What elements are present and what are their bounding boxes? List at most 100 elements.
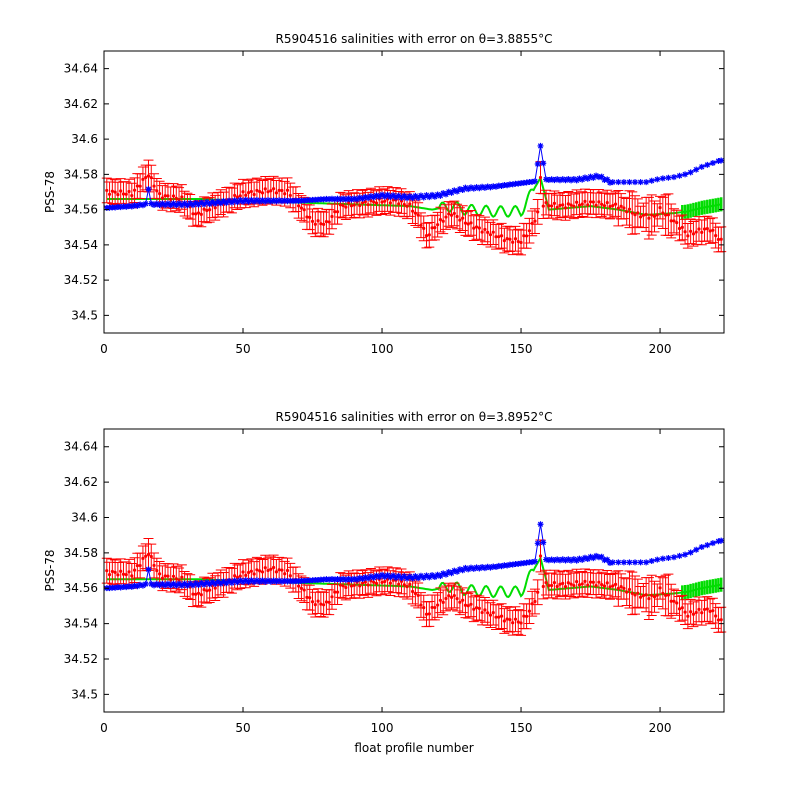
data-point-red xyxy=(586,583,590,587)
data-point-red xyxy=(347,201,351,205)
data-point-red xyxy=(424,612,429,616)
data-point-red xyxy=(158,192,162,196)
data-point-red xyxy=(283,192,287,196)
data-point-red xyxy=(566,202,570,206)
data-point-red xyxy=(689,610,693,614)
data-point-red xyxy=(616,586,620,591)
data-point-red xyxy=(113,570,117,574)
data-point-red xyxy=(558,203,562,208)
data-point-red xyxy=(124,192,128,196)
data-point-red xyxy=(447,212,451,216)
data-point-red xyxy=(360,201,365,205)
data-point-red xyxy=(422,226,426,230)
data-point-red xyxy=(244,573,248,577)
data-point-red xyxy=(380,580,384,585)
x-tick-label: 150 xyxy=(510,342,533,356)
ticks: 0 50 100 150 200 34.5 34.52 34.54 34.56 34.58 34.6… xyxy=(64,429,724,735)
data-point-red xyxy=(552,201,557,205)
data-point-red xyxy=(600,583,604,587)
data-point-red xyxy=(388,201,392,205)
data-point-red xyxy=(647,596,651,601)
data-point-red xyxy=(458,600,462,604)
data-point-red xyxy=(488,613,493,617)
series-stars-blue xyxy=(103,142,725,211)
data-point-red xyxy=(483,608,487,612)
data-point-red xyxy=(174,196,178,201)
data-point-red xyxy=(499,234,504,238)
y-tick-label: 34.5 xyxy=(71,308,98,322)
data-point-red xyxy=(402,583,406,587)
data-point-red xyxy=(505,236,509,241)
data-point-red xyxy=(580,202,584,206)
data-point-red xyxy=(616,206,620,210)
data-point-red xyxy=(497,615,501,619)
y-tick-label: 34.6 xyxy=(71,510,98,524)
data-point-red xyxy=(305,215,309,219)
data-point-red xyxy=(105,569,109,573)
data-point-red xyxy=(597,200,601,204)
data-point-red xyxy=(494,235,498,239)
data-point-red xyxy=(691,232,696,236)
data-point-red xyxy=(258,190,262,194)
data-point-red xyxy=(611,584,615,588)
data-point-red xyxy=(444,215,448,219)
data-point-red xyxy=(452,593,456,598)
data-point-red xyxy=(555,205,559,210)
data-point-red xyxy=(586,203,590,207)
data-point-red xyxy=(119,569,123,573)
data-point-red xyxy=(411,209,415,213)
data-point-red xyxy=(310,600,315,604)
data-point-red xyxy=(661,591,665,595)
data-point-red xyxy=(591,200,595,204)
data-point-red xyxy=(497,235,501,239)
data-point-red xyxy=(335,590,340,594)
data-point-red xyxy=(491,230,495,234)
data-point-red xyxy=(516,620,520,624)
data-point-red xyxy=(333,590,337,594)
y-tick-label: 34.5 xyxy=(71,687,98,701)
data-point-red xyxy=(650,213,654,217)
data-point-red xyxy=(199,593,203,597)
axes-frame xyxy=(103,428,725,713)
data-point-red xyxy=(677,226,682,231)
data-point-red xyxy=(689,229,693,233)
data-point-red xyxy=(636,591,640,595)
data-point-red xyxy=(700,230,704,234)
data-point-red xyxy=(310,219,315,223)
data-point-red xyxy=(132,568,137,572)
x-tick-label: 100 xyxy=(371,721,394,735)
y-tick-label: 34.52 xyxy=(64,652,98,666)
data-point-red xyxy=(655,213,659,217)
data-point-red xyxy=(675,601,679,605)
data-point-red xyxy=(702,607,707,612)
data-point-red xyxy=(672,219,676,223)
data-point-red xyxy=(469,221,473,225)
data-point-red xyxy=(700,611,704,615)
data-point-red xyxy=(121,192,126,196)
data-point-red xyxy=(388,581,392,585)
data-point-red xyxy=(480,610,484,615)
data-point-red xyxy=(525,234,529,238)
data-point-red xyxy=(352,203,356,207)
data-point-red xyxy=(594,203,598,207)
data-point-red xyxy=(424,233,429,238)
data-point-red xyxy=(672,599,676,603)
data-point-red xyxy=(271,187,276,191)
data-point-red xyxy=(269,189,273,193)
data-point-red xyxy=(263,566,267,570)
data-point-red xyxy=(719,237,723,241)
data-point-red xyxy=(213,206,217,210)
data-point-red xyxy=(463,221,468,225)
x-tick-label: 0 xyxy=(100,721,108,735)
data-point-red xyxy=(641,594,645,598)
data-point-red xyxy=(196,591,201,595)
data-point-red xyxy=(166,574,170,578)
data-point-red xyxy=(271,565,276,570)
data-point-red xyxy=(511,240,515,244)
data-point-red xyxy=(477,606,481,610)
data-point-red xyxy=(132,188,137,192)
data-point-red xyxy=(241,190,245,194)
data-point-red xyxy=(466,604,470,608)
data-point-red xyxy=(569,582,573,586)
data-point-red xyxy=(547,583,551,588)
